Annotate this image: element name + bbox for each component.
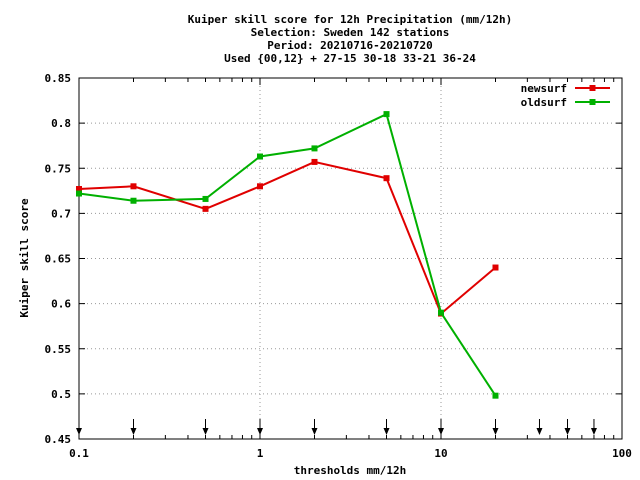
legend-marker-newsurf bbox=[589, 85, 596, 91]
y-tick-label: 0.75 bbox=[45, 162, 72, 175]
threshold-markers bbox=[76, 419, 597, 435]
threshold-marker-arrow bbox=[536, 428, 543, 435]
data-point-newsurf bbox=[130, 183, 137, 190]
x-tick-label: 10 bbox=[434, 447, 447, 460]
x-axis-label: thresholds mm/12h bbox=[294, 464, 407, 477]
data-point-oldsurf bbox=[438, 309, 444, 316]
threshold-marker-arrow bbox=[564, 428, 571, 435]
data-point-oldsurf bbox=[311, 145, 318, 152]
threshold-marker-arrow bbox=[438, 428, 444, 435]
axes bbox=[78, 77, 623, 440]
y-tick-label: 0.7 bbox=[51, 207, 71, 220]
y-tick-label: 0.6 bbox=[51, 298, 71, 311]
y-tick-label: 0.45 bbox=[45, 433, 72, 446]
x-tick-label: 0.1 bbox=[69, 447, 89, 460]
data-point-newsurf bbox=[311, 158, 318, 165]
grid bbox=[79, 78, 622, 439]
title-line-4: Used {00,12} + 27-15 30-18 33-21 36-24 bbox=[224, 52, 476, 65]
threshold-marker-arrow bbox=[383, 428, 390, 435]
y-tick-label: 0.65 bbox=[45, 253, 72, 266]
data-point-oldsurf bbox=[76, 190, 82, 197]
data-point-newsurf bbox=[76, 186, 82, 193]
y-tick-label: 0.5 bbox=[51, 388, 71, 401]
chart-title: Kuiper skill score for 12h Precipitation… bbox=[188, 13, 513, 65]
x-tick-label: 1 bbox=[257, 447, 264, 460]
series-layer bbox=[76, 111, 499, 399]
data-point-oldsurf bbox=[492, 392, 499, 399]
data-point-newsurf bbox=[383, 175, 390, 182]
threshold-marker-arrow bbox=[311, 428, 318, 435]
threshold-marker-arrow bbox=[130, 428, 137, 435]
data-point-oldsurf bbox=[202, 195, 209, 202]
legend-marker-oldsurf bbox=[589, 99, 596, 105]
threshold-marker-arrow bbox=[492, 428, 499, 435]
data-point-oldsurf bbox=[257, 153, 263, 160]
y-tick-label: 0.85 bbox=[45, 72, 72, 85]
threshold-marker-arrow bbox=[76, 428, 82, 435]
threshold-marker-arrow bbox=[202, 428, 209, 435]
threshold-marker-arrow bbox=[257, 428, 263, 435]
series-line-newsurf bbox=[78, 160, 497, 316]
y-axis-label: Kuiper skill score bbox=[18, 198, 31, 318]
data-point-newsurf bbox=[492, 264, 499, 271]
data-point-newsurf bbox=[257, 183, 263, 190]
title-line-2: Selection: Sweden 142 stations bbox=[251, 26, 450, 39]
title-line-1: Kuiper skill score for 12h Precipitation… bbox=[188, 13, 513, 26]
y-tick-label: 0.55 bbox=[45, 343, 72, 356]
series-line-oldsurf bbox=[78, 112, 497, 397]
x-tick-label: 100 bbox=[612, 447, 632, 460]
threshold-marker-arrow bbox=[590, 428, 597, 435]
y-tick-label: 0.8 bbox=[51, 117, 71, 130]
title-line-3: Period: 20210716-20210720 bbox=[267, 39, 433, 52]
data-point-oldsurf bbox=[130, 197, 137, 204]
data-point-oldsurf bbox=[383, 111, 390, 118]
legend-label-newsurf: newsurf bbox=[521, 82, 567, 95]
legend-label-oldsurf: oldsurf bbox=[521, 96, 567, 109]
tick-labels: 0.45 0.5 0.55 0.6 0.65 0.7 0.75 0.8 0.85 0.1 1 10 10… bbox=[45, 72, 632, 460]
data-point-newsurf bbox=[202, 205, 209, 212]
